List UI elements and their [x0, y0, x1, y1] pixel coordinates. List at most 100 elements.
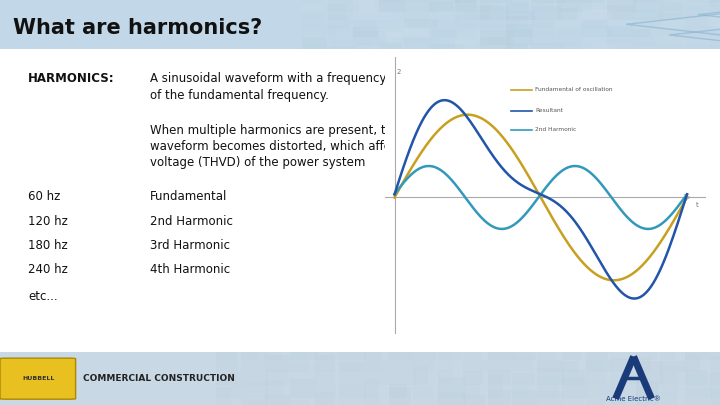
Bar	[611, 342, 639, 360]
Bar	[537, 377, 559, 398]
Text: When multiple harmonics are present, the resultant sinusoidal: When multiple harmonics are present, the…	[150, 124, 521, 137]
Bar	[531, 43, 564, 53]
Bar	[389, 387, 411, 405]
Bar	[557, 8, 577, 20]
Bar	[290, 364, 318, 385]
Bar	[455, 0, 477, 4]
Bar	[302, 34, 331, 45]
Bar	[240, 399, 269, 405]
Bar	[531, 6, 562, 20]
Bar	[379, 22, 410, 37]
Bar	[389, 348, 413, 372]
Bar	[240, 341, 258, 360]
Bar	[354, 11, 385, 20]
Bar	[404, 0, 428, 4]
Bar	[487, 375, 503, 398]
Bar	[290, 379, 315, 398]
Bar	[354, 0, 375, 12]
Bar	[266, 380, 284, 398]
Bar	[636, 357, 652, 372]
Bar	[685, 370, 707, 385]
Bar	[582, 19, 608, 28]
Bar	[354, 30, 387, 45]
Text: 120 hz: 120 hz	[28, 215, 68, 228]
Bar	[404, 0, 432, 12]
Bar	[658, 28, 690, 37]
Bar	[709, 0, 720, 4]
Bar	[683, 6, 703, 20]
Bar	[429, 29, 456, 37]
Bar	[683, 26, 718, 37]
Bar	[660, 361, 686, 372]
Bar	[404, 38, 438, 53]
Bar	[512, 324, 530, 347]
Bar	[505, 0, 528, 12]
Bar	[611, 398, 626, 405]
Bar	[710, 349, 720, 360]
Bar	[582, 26, 613, 37]
Bar	[413, 337, 431, 347]
Bar	[240, 351, 266, 372]
Bar	[586, 325, 606, 347]
Bar	[480, 4, 501, 12]
Bar	[339, 383, 366, 398]
Text: 180 hz: 180 hz	[28, 239, 68, 252]
Bar	[328, 0, 349, 4]
Bar	[685, 388, 709, 405]
Text: 3rd Harmonic: 3rd Harmonic	[150, 239, 230, 252]
FancyBboxPatch shape	[0, 358, 76, 399]
Bar	[636, 381, 659, 398]
Bar	[636, 336, 657, 360]
Bar	[404, 21, 432, 37]
Bar	[683, 0, 719, 4]
Bar	[315, 370, 334, 385]
Bar	[710, 356, 720, 372]
Bar	[562, 394, 584, 405]
Text: Fundamental of oscillation: Fundamental of oscillation	[535, 87, 613, 92]
Bar	[658, 38, 683, 53]
Text: 2nd Harmonic: 2nd Harmonic	[535, 127, 576, 132]
Bar	[379, 43, 402, 53]
Bar	[302, 0, 323, 4]
Bar	[455, 0, 476, 12]
Bar	[379, 21, 401, 28]
Bar	[339, 324, 364, 347]
Bar	[216, 333, 243, 347]
Bar	[480, 0, 512, 4]
Bar	[240, 372, 268, 385]
Bar	[658, 13, 683, 20]
Bar	[429, 15, 459, 28]
Bar	[531, 0, 554, 12]
Bar	[480, 6, 508, 20]
Bar	[463, 342, 481, 360]
Bar	[429, 28, 450, 45]
Bar	[463, 322, 485, 347]
Bar	[608, 30, 639, 45]
Bar	[537, 368, 564, 385]
Bar	[531, 30, 557, 45]
Bar	[633, 35, 654, 45]
Bar	[658, 36, 686, 45]
Bar	[636, 361, 662, 385]
Bar	[611, 373, 639, 385]
Bar	[216, 388, 232, 405]
Bar	[364, 340, 382, 360]
Bar	[354, 0, 372, 4]
Bar	[290, 352, 309, 372]
Bar	[413, 386, 433, 398]
Bar	[302, 4, 320, 12]
Bar	[266, 395, 291, 405]
Bar	[710, 372, 720, 398]
Bar	[633, 10, 665, 20]
Bar	[389, 371, 416, 385]
Bar	[364, 379, 379, 398]
Text: t: t	[696, 202, 699, 208]
Bar	[709, 35, 720, 45]
Text: 60 hz: 60 hz	[28, 190, 60, 203]
Bar	[608, 19, 642, 28]
Bar	[364, 323, 390, 347]
Bar	[379, 32, 402, 45]
Bar	[537, 322, 558, 347]
Bar	[413, 335, 436, 360]
Bar	[487, 334, 516, 360]
